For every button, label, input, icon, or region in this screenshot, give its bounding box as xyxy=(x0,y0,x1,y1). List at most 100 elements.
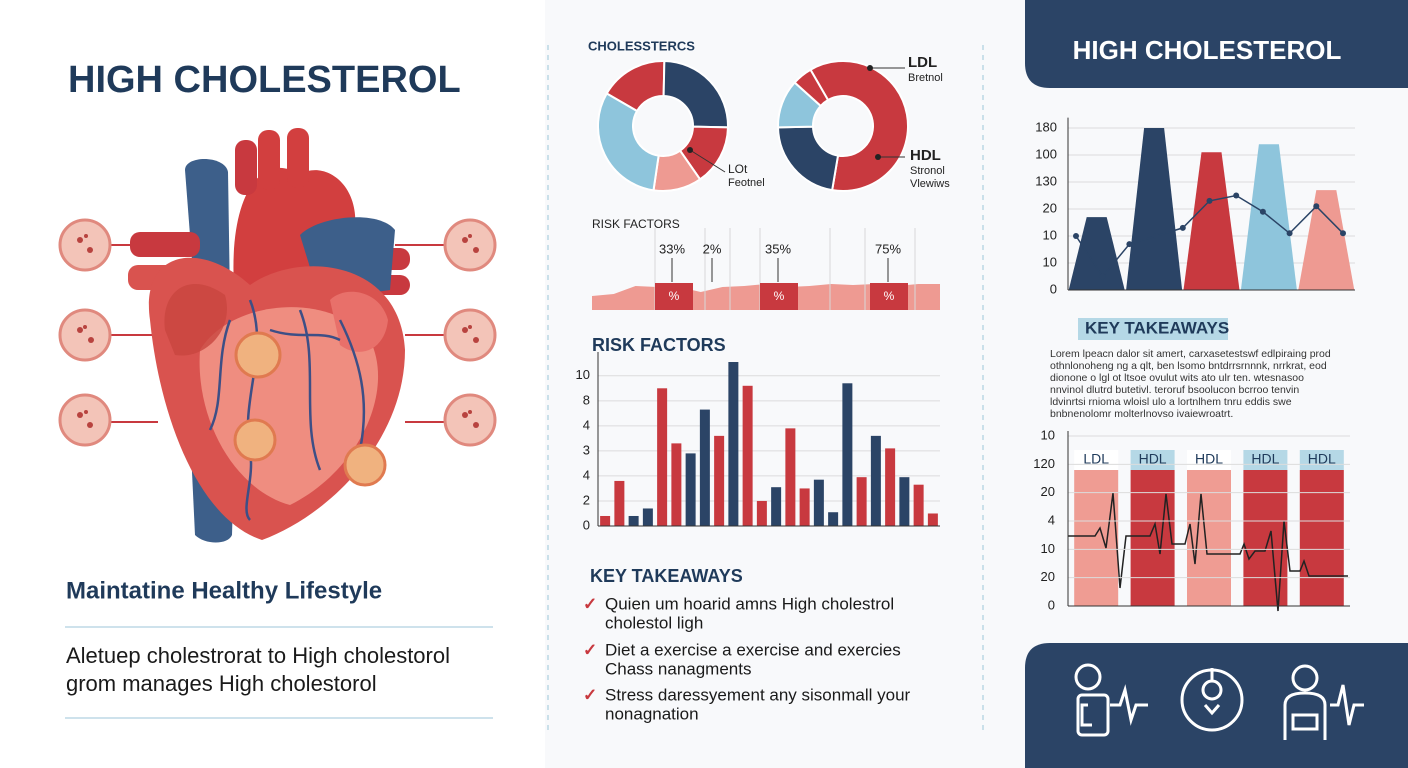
x-tick-label: LDL xyxy=(1083,451,1109,467)
peak xyxy=(1183,152,1240,290)
donut-label: LDL xyxy=(908,54,937,71)
y-tick-label: 20 xyxy=(1041,484,1055,499)
bar xyxy=(913,484,924,526)
y-tick-label: 8 xyxy=(583,392,590,407)
lorem-line: Lorem lpeacn dalor sit amert, carxasetes… xyxy=(1050,348,1331,360)
bar xyxy=(728,362,739,526)
annotation: 33% xyxy=(659,241,685,256)
trend-dot xyxy=(1286,230,1293,237)
leader-dot xyxy=(867,65,873,71)
annotation: 75% xyxy=(875,241,901,256)
donut-label: Vlewiws xyxy=(910,178,950,190)
icon-panel xyxy=(1025,643,1408,768)
lorem-line: othnlonoheng ng a qlt, ben lsomo bntdrrs… xyxy=(1050,360,1327,372)
leader-line xyxy=(689,149,726,173)
subtitle: Maintatine Healthy Lifestyle xyxy=(66,577,382,604)
bar xyxy=(1299,470,1344,606)
takeaway: nonagnation xyxy=(605,704,699,723)
takeaways-title: KEY TAKEAWAYS xyxy=(1085,318,1229,337)
header-box xyxy=(1074,450,1119,470)
y-tick-label: 10 xyxy=(1041,541,1055,556)
bar xyxy=(899,477,910,526)
x-tick-label: HDL xyxy=(1251,451,1279,467)
y-tick-label: 0 xyxy=(1050,281,1057,296)
trend-dot xyxy=(1340,230,1346,237)
bar xyxy=(614,480,625,526)
y-tick-label: 0 xyxy=(1048,597,1055,612)
bar xyxy=(1074,470,1119,606)
donut-label: LOt xyxy=(728,162,748,176)
bar xyxy=(828,512,839,526)
bar xyxy=(756,500,767,526)
donut-segment xyxy=(793,68,830,108)
bar xyxy=(856,477,867,526)
y-tick-label: 4 xyxy=(583,467,590,482)
trend-dot xyxy=(1073,233,1079,239)
takeaway: Chass nanagments xyxy=(605,659,751,678)
takeaway: Quien um hoarid amns High cholestrol xyxy=(605,594,894,613)
lorem-line: ldvinrtsi rnioma wloisl ulo a lortnlhem … xyxy=(1050,396,1292,408)
bar xyxy=(699,409,710,526)
donut-segment xyxy=(597,92,660,192)
heart-illustration xyxy=(58,128,497,543)
ecg-line xyxy=(1068,492,1348,612)
check: ✓ xyxy=(583,594,597,613)
y-tick-label: 120 xyxy=(1033,456,1055,471)
takeaway: cholestol ligh xyxy=(605,613,703,632)
bar xyxy=(799,488,810,526)
y-tick-label: 100 xyxy=(1035,146,1057,161)
bar xyxy=(685,453,696,526)
box-label: % xyxy=(884,289,895,303)
chart-title: CHOLESSTERCS xyxy=(588,38,695,53)
header-box xyxy=(1130,450,1175,470)
y-tick-label: 180 xyxy=(1035,119,1057,134)
bar xyxy=(885,448,896,526)
peak xyxy=(1068,217,1125,290)
header-box xyxy=(1299,450,1344,470)
trend-dot xyxy=(1206,197,1213,204)
bar xyxy=(671,443,682,526)
y-tick-label: 10 xyxy=(1041,427,1055,442)
header-box xyxy=(1187,450,1231,470)
box-label: % xyxy=(774,289,785,303)
trend-dot xyxy=(1126,241,1133,248)
lorem-line: bnbnenolomr molterlnovso ivaiewroatrt. xyxy=(1050,408,1233,420)
peak xyxy=(1298,190,1355,290)
plaques xyxy=(233,331,387,487)
artery-sections xyxy=(58,218,497,447)
y-tick-label: 10 xyxy=(1043,254,1057,269)
paragraph: Aletuep cholestrorat to High cholestorol xyxy=(66,643,450,668)
trend-dot xyxy=(1153,233,1160,239)
y-tick-label: 130 xyxy=(1035,173,1057,188)
bar xyxy=(628,515,639,526)
lorem-line: nnvinol dlutrd butetivl. teroruf bsooluc… xyxy=(1050,384,1299,396)
box-label: % xyxy=(669,289,680,303)
peak xyxy=(1126,128,1183,290)
y-tick-label: 20 xyxy=(1041,569,1055,584)
y-tick-label: 4 xyxy=(583,417,590,432)
bar xyxy=(642,508,653,526)
y-tick-label: 4 xyxy=(1048,512,1055,527)
bar xyxy=(927,513,938,526)
bar xyxy=(842,383,853,526)
annotation: 2% xyxy=(703,241,722,256)
y-tick-label: 3 xyxy=(583,442,590,457)
bar xyxy=(1130,470,1175,606)
check: ✓ xyxy=(583,640,597,659)
lorem: Lorem lpeacn dalor sit amert, carxasetes… xyxy=(1050,348,1331,420)
check: ✓ xyxy=(583,685,597,704)
highlight-box xyxy=(655,283,693,310)
x-tick-label: HDL xyxy=(1308,451,1336,467)
icons xyxy=(1074,663,1364,740)
title: HIGH CHOLESTEROL xyxy=(68,59,461,101)
leader-dot xyxy=(687,147,693,153)
highlight-box xyxy=(870,283,908,310)
tag xyxy=(1078,318,1228,340)
bar xyxy=(785,428,796,526)
bar xyxy=(714,435,725,526)
leader-dot xyxy=(875,154,881,160)
donut-label: Stronol xyxy=(910,165,945,177)
takeaways-title: KEY TAKEAWAYS xyxy=(590,566,743,586)
donut-label: Feotnel xyxy=(728,177,765,189)
annotation: 35% xyxy=(765,241,791,256)
